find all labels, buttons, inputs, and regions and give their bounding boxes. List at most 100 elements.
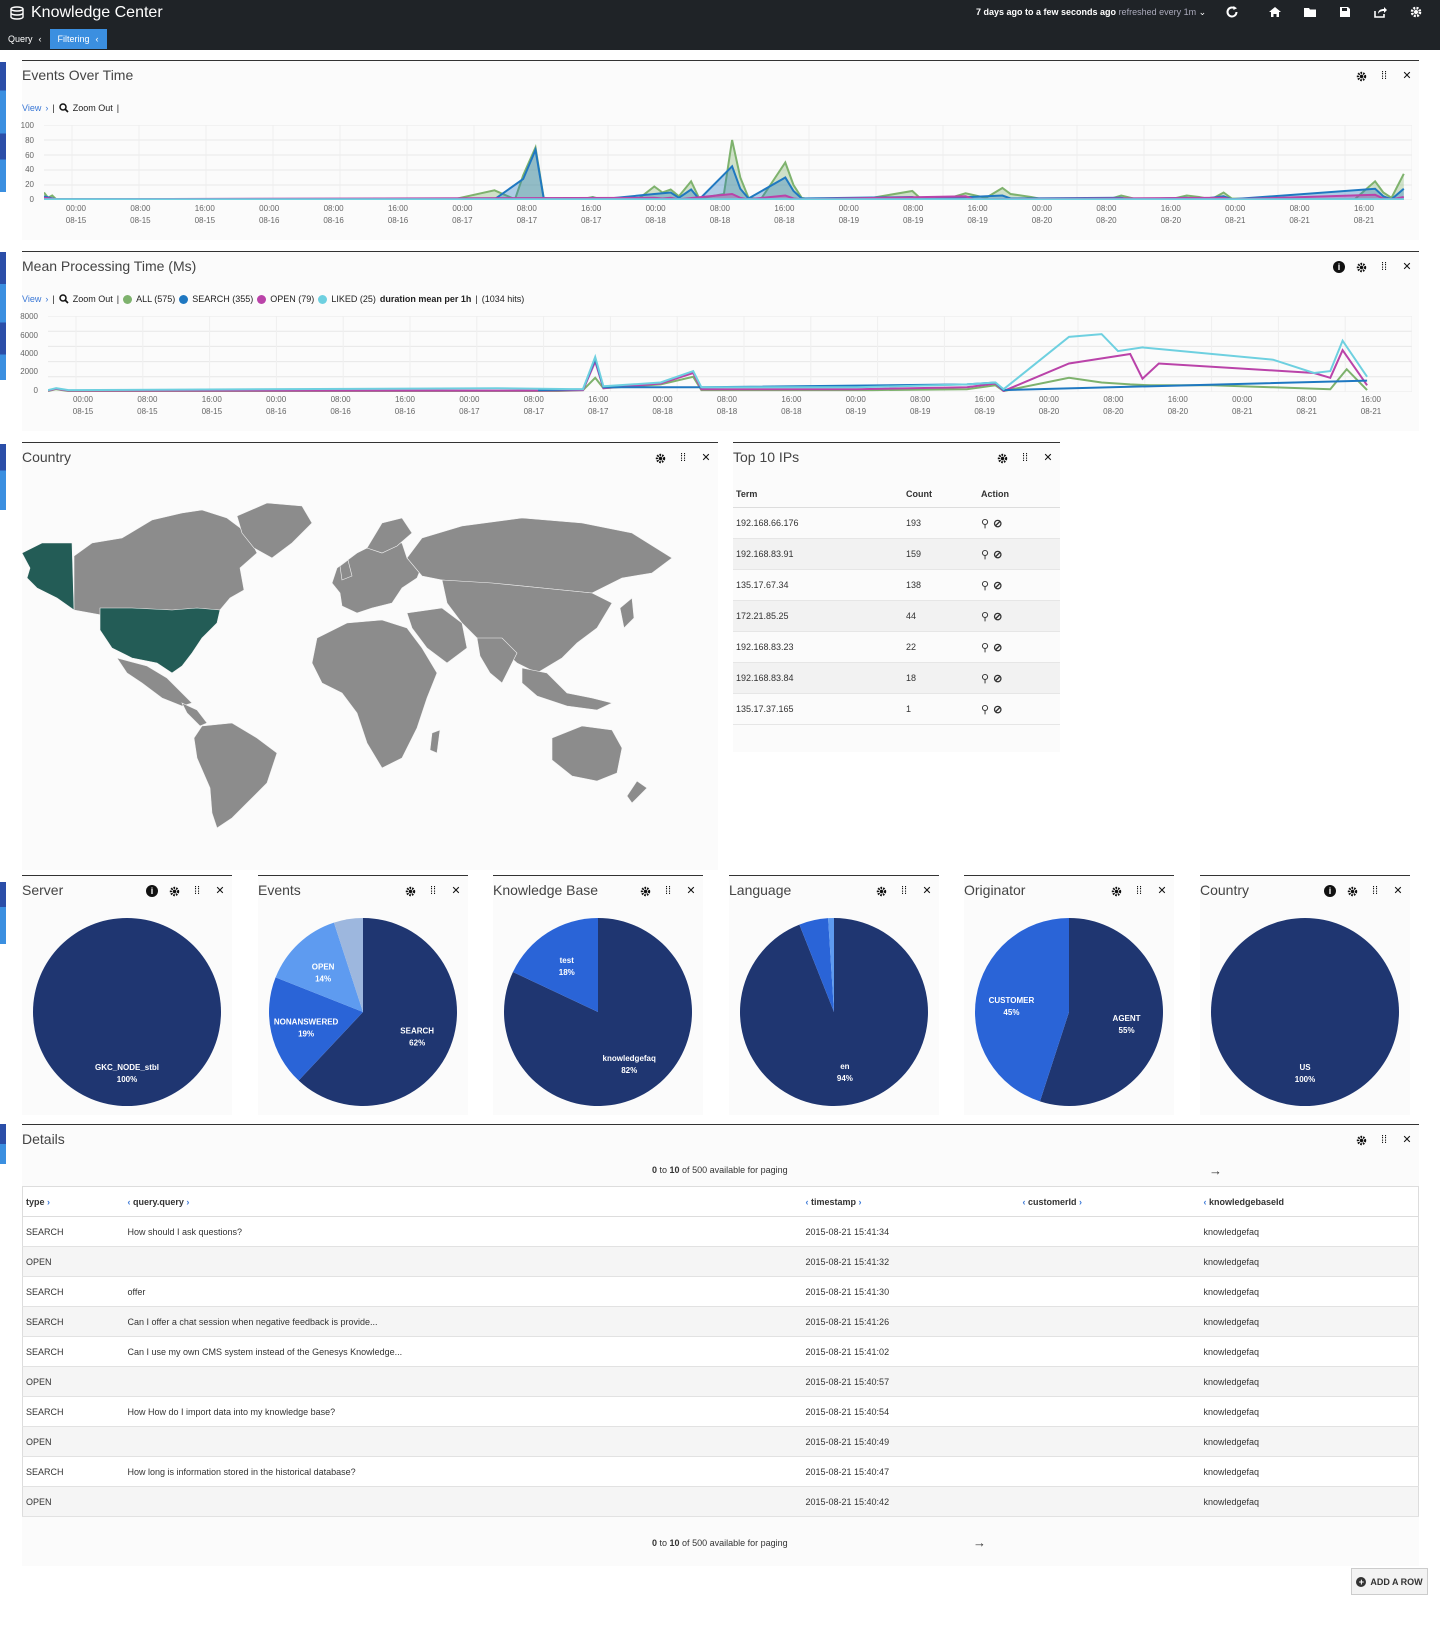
drag-handle-icon[interactable]: ⁞⁞ [1135,885,1143,897]
table-row[interactable]: SEARCH How should I ask questions? 2015-08… [22,1216,1419,1247]
pie-slice[interactable] [975,918,1069,1102]
close-icon[interactable]: ✕ [215,885,225,897]
column-header-timestamp[interactable]: ‹ timestamp › [802,1186,1020,1217]
legend-item[interactable]: LIKED (25) [331,294,376,304]
row-handle[interactable] [0,444,6,510]
pie-chart[interactable]: SEARCH 62% NONANSWERED 19% OPEN 14% [263,912,463,1112]
country-australia[interactable] [551,725,623,782]
gear-icon[interactable] [169,886,180,897]
column-header-type[interactable]: type › [22,1186,125,1217]
south-america[interactable] [193,722,278,829]
pie-slice[interactable] [269,977,363,1081]
folder-icon[interactable] [1303,5,1317,19]
drag-handle-icon[interactable]: ⁞⁞ [1380,70,1388,82]
ban-icon[interactable]: ⊘ [993,641,1003,654]
tab-filtering[interactable]: Filtering ‹ [49,29,107,49]
table-row[interactable]: SEARCH Can I use my own CMS system instea… [22,1336,1419,1367]
pie-slice[interactable] [512,918,598,1012]
drag-handle-icon[interactable]: ⁞⁞ [900,885,908,897]
scandinavia[interactable] [366,517,413,554]
zoom-out-link[interactable]: Zoom Out [72,294,113,304]
drag-handle-icon[interactable]: ⁞⁞ [1380,261,1388,273]
series-line[interactable] [48,333,1368,392]
chevron-right-icon[interactable]: › [1079,1196,1083,1207]
ban-icon[interactable]: ⊘ [993,703,1003,716]
gear-icon[interactable] [1356,1135,1367,1146]
country-madagascar[interactable] [429,729,441,754]
central-america[interactable] [181,702,208,727]
next-page-arrow-icon[interactable]: → [973,1535,986,1550]
gear-icon[interactable] [1409,5,1423,19]
pie-chart[interactable]: en 94% [734,912,934,1112]
country-usa[interactable] [99,607,221,674]
zoom-out-link[interactable]: Zoom Out [72,103,113,113]
chevron-left-icon[interactable]: ‹ [127,1196,131,1207]
drag-handle-icon[interactable]: ⁞⁞ [1021,452,1029,464]
pie-slice[interactable] [298,918,457,1106]
view-link[interactable]: View [22,294,42,304]
row-handle[interactable] [0,1124,6,1164]
next-page-arrow-icon[interactable]: → [1209,1163,1222,1178]
column-header-knowledgebaseid[interactable]: ‹ knowledgebaseId [1200,1186,1419,1217]
close-icon[interactable]: ✕ [1402,1134,1412,1146]
middle-east[interactable] [406,607,468,664]
row-handle[interactable] [0,882,6,944]
view-link[interactable]: View [22,103,42,113]
close-icon[interactable]: ✕ [922,885,932,897]
table-row[interactable]: OPEN 2015-08-21 15:40:49 knowledgefaq [22,1426,1419,1457]
legend-item[interactable]: SEARCH (355) [192,294,254,304]
share-icon[interactable] [1373,5,1387,19]
search-icon[interactable]: ⚲ [981,672,990,685]
world-map[interactable] [22,498,702,838]
pie-slice[interactable] [828,918,834,1012]
app-brand[interactable]: Knowledge Center [10,4,163,22]
drag-handle-icon[interactable]: ⁞⁞ [664,885,672,897]
gear-icon[interactable] [655,453,666,464]
table-row[interactable]: SEARCH How How do I import data into my k… [22,1396,1419,1427]
drag-handle-icon[interactable]: ⁞⁞ [1380,1134,1388,1146]
row-handle[interactable] [0,252,6,380]
info-icon[interactable]: i [1324,885,1336,897]
table-row[interactable]: SEARCH How long is information stored in … [22,1456,1419,1487]
search-icon[interactable]: ⚲ [981,517,990,530]
gear-icon[interactable] [1356,262,1367,273]
chevron-right-icon[interactable]: › [186,1196,190,1207]
close-icon[interactable]: ✕ [1157,885,1167,897]
table-row[interactable]: OPEN 2015-08-21 15:40:42 knowledgefaq [22,1486,1419,1517]
pie-slice[interactable] [33,918,221,1106]
info-icon[interactable]: i [146,885,158,897]
processing-time-chart[interactable] [48,316,1412,392]
country-india[interactable] [476,637,518,684]
close-icon[interactable]: ✕ [1402,261,1412,273]
pie-chart[interactable]: US 100% [1205,912,1405,1112]
row-handle[interactable] [0,62,6,192]
tab-query[interactable]: Query ‹ [0,29,50,49]
southeast-asia[interactable] [521,667,613,711]
pie-chart[interactable]: knowledgefaq 82% test 18% [498,912,698,1112]
country-greenland[interactable] [236,502,313,559]
chevron-left-icon[interactable]: ‹ [1022,1196,1026,1207]
gear-icon[interactable] [405,886,416,897]
pie-slice[interactable] [1211,918,1399,1106]
drag-handle-icon[interactable]: ⁞⁞ [193,885,201,897]
close-icon[interactable]: ✕ [686,885,696,897]
chevron-left-icon[interactable]: ‹ [805,1196,809,1207]
close-icon[interactable]: ✕ [1393,885,1403,897]
search-icon[interactable]: ⚲ [981,610,990,623]
search-icon[interactable]: ⚲ [981,548,990,561]
table-row[interactable]: OPEN 2015-08-21 15:40:57 knowledgefaq [22,1366,1419,1397]
close-icon[interactable]: ✕ [1043,452,1053,464]
close-icon[interactable]: ✕ [701,452,711,464]
country-alaska[interactable] [22,542,75,611]
refresh-icon[interactable] [1225,5,1239,19]
ban-icon[interactable]: ⊘ [993,672,1003,685]
legend-item[interactable]: ALL (575) [136,294,176,304]
country-new-zealand[interactable] [626,780,648,804]
column-header-query[interactable]: ‹ query.query › [124,1186,803,1217]
search-icon[interactable]: ⚲ [981,641,990,654]
table-row[interactable]: SEARCH offer 2015-08-21 15:41:30 knowledgef… [22,1276,1419,1307]
search-icon[interactable]: ⚲ [981,579,990,592]
chevron-left-icon[interactable]: ‹ [1203,1196,1207,1207]
legend-item[interactable]: OPEN (79) [270,294,315,304]
country-japan[interactable] [619,597,635,629]
